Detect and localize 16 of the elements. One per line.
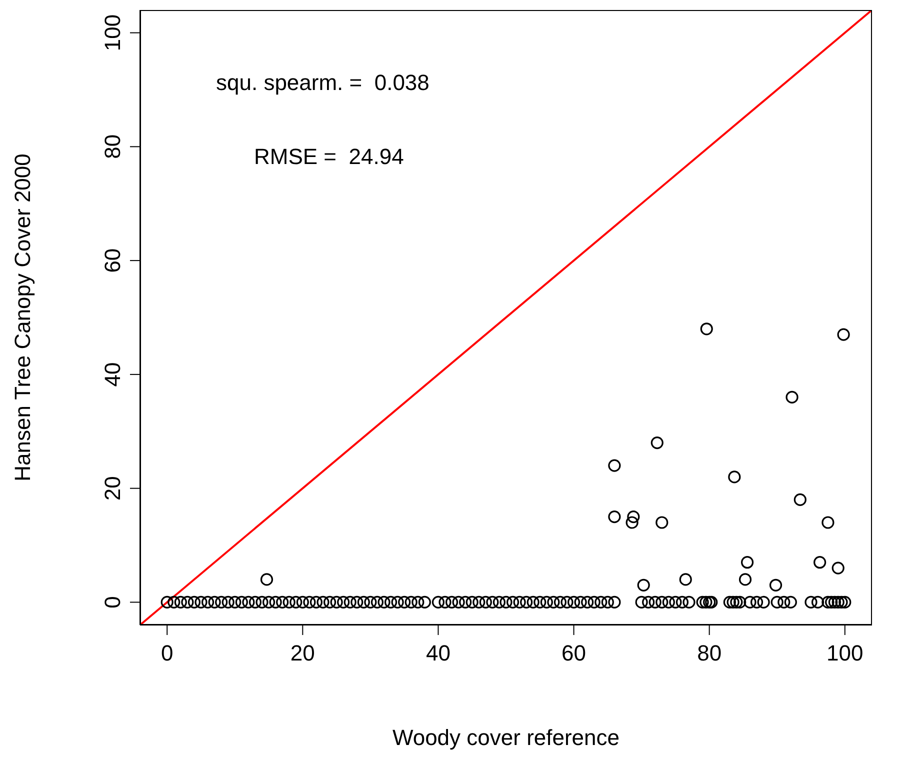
x-tick-label: 20 bbox=[290, 640, 315, 666]
y-tick-label: 80 bbox=[100, 134, 125, 159]
x-tick-label: 80 bbox=[697, 640, 722, 666]
y-axis-title: Hansen Tree Canopy Cover 2000 bbox=[10, 154, 35, 482]
x-tick-label: 60 bbox=[562, 640, 586, 666]
y-tick-label: 0 bbox=[100, 596, 125, 608]
y-tick-label: 100 bbox=[100, 14, 125, 52]
annotation: squ. spearm. = 0.038 bbox=[216, 70, 430, 96]
y-tick-label: 40 bbox=[100, 362, 125, 387]
x-tick-label: 0 bbox=[160, 640, 174, 666]
annotation: RMSE = 24.94 bbox=[254, 144, 404, 170]
y-tick-label: 20 bbox=[100, 476, 125, 501]
y-tick-label: 60 bbox=[100, 248, 125, 273]
x-tick-label: 100 bbox=[826, 640, 864, 666]
x-axis-title: Woody cover reference bbox=[392, 725, 620, 750]
x-tick-label: 40 bbox=[426, 640, 450, 666]
